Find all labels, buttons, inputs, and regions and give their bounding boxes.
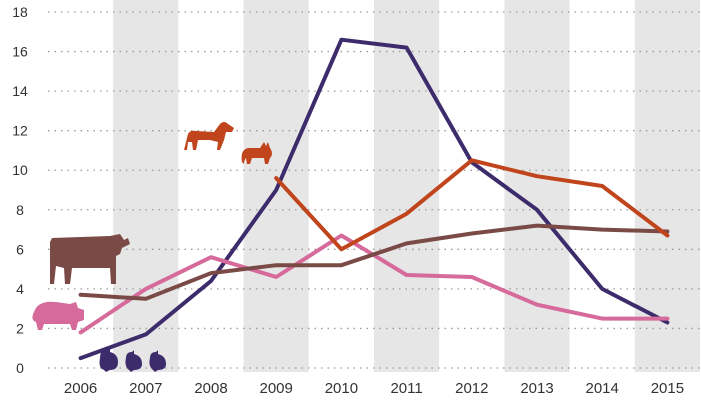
year-band [113, 0, 179, 372]
gridlines [48, 11, 700, 369]
y-tick-label: 14 [12, 83, 28, 99]
poultry-icon [99, 348, 166, 372]
pig-icon [32, 301, 84, 330]
x-tick-label: 2013 [520, 380, 553, 397]
dog-icon [184, 122, 234, 150]
x-tick-label: 2012 [455, 380, 488, 397]
y-tick-label: 4 [16, 281, 24, 297]
y-tick-label: 2 [16, 320, 24, 336]
year-band [178, 0, 244, 372]
year-bands [48, 0, 700, 372]
year-band [634, 0, 700, 372]
x-tick-label: 2007 [129, 380, 162, 397]
series-line-poultry [78, 37, 670, 361]
cattle-icon [50, 234, 130, 284]
year-band [439, 0, 505, 372]
year-band [308, 0, 374, 372]
x-tick-label: 2011 [390, 380, 422, 397]
year-band [374, 0, 440, 372]
x-tick-label: 2008 [194, 380, 227, 397]
x-tick-label: 2015 [651, 380, 684, 397]
x-tick-label: 2010 [325, 380, 358, 397]
x-tick-label: 2009 [260, 380, 293, 397]
y-tick-label: 6 [16, 241, 24, 257]
y-tick-label: 12 [12, 123, 28, 139]
y-tick-label: 0 [16, 360, 24, 376]
year-band [504, 0, 570, 372]
series-lines [78, 37, 670, 361]
y-axis-ticks: 0 2 4 6 8 10 12 14 16 18 [12, 4, 28, 376]
x-tick-label: 2006 [64, 380, 97, 397]
series-line-cattle [78, 223, 670, 301]
y-tick-label: 18 [12, 4, 28, 20]
cat-icon [241, 142, 272, 164]
x-axis-ticks: 2006 2007 2008 2009 2010 2011 2012 2013 2014 2015 [64, 380, 684, 397]
y-tick-label: 10 [12, 162, 28, 178]
x-tick-label: 2014 [586, 380, 619, 397]
y-tick-label: 8 [16, 202, 24, 218]
y-tick-label: 16 [12, 44, 28, 60]
series-line-dog-cat [274, 158, 670, 252]
